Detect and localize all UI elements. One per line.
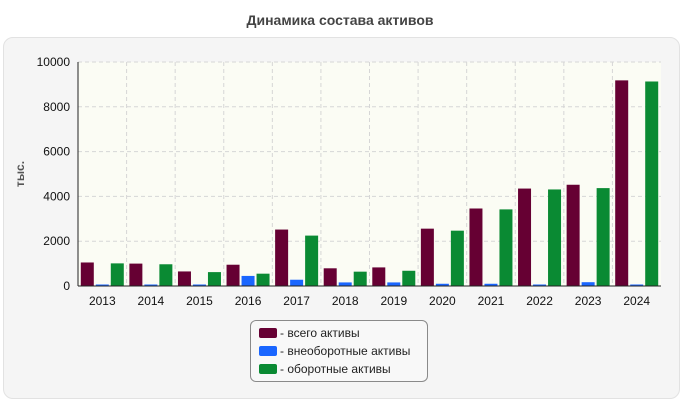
x-tick-label: 2016 [235,294,262,308]
bar-total-2015 [177,271,191,286]
bar-noncurrent-2023 [581,282,595,286]
bar-current-2021 [499,209,513,286]
y-axis-label: тыс. [13,161,27,187]
legend-label-noncurrent: - внеоборотные активы [280,344,411,358]
x-tick-label: 2022 [526,294,553,308]
bar-noncurrent-2016 [241,275,255,286]
chart-title: Динамика состава активов [246,12,434,28]
legend-label-total: - всего активы [280,326,360,340]
bar-noncurrent-2020 [435,283,449,286]
bar-current-2017 [305,235,319,286]
chart-legend: - всего активы - внеоборотные активы - о… [250,320,428,382]
legend-item-total: - всего активы [259,324,419,342]
legend-item-current: - оборотные активы [259,360,419,378]
bar-current-2016 [256,273,270,286]
y-tick-label: 8000 [43,100,70,114]
x-tick-label: 2018 [332,294,359,308]
x-tick-label: 2019 [380,294,407,308]
y-tick-label: 4000 [43,189,70,203]
bar-current-2022 [548,189,562,286]
bar-total-2016 [226,264,240,286]
legend-swatch-current [259,364,277,374]
y-tick-label: 0 [63,279,70,293]
x-tick-label: 2014 [138,294,165,308]
bar-total-2017 [275,229,289,286]
legend-swatch-noncurrent [259,346,277,356]
y-tick-label: 2000 [43,234,70,248]
bar-current-2014 [159,264,173,286]
bar-total-2021 [469,208,483,286]
bar-total-2013 [80,262,94,286]
bar-current-2019 [402,270,416,286]
bar-current-2023 [596,188,610,286]
bar-current-2024 [645,81,659,286]
bar-noncurrent-2024 [630,284,644,286]
bar-noncurrent-2017 [290,279,304,286]
x-tick-label: 2015 [186,294,213,308]
bar-current-2020 [450,230,464,286]
x-tick-label: 2023 [575,294,602,308]
bar-total-2023 [566,184,580,286]
bar-noncurrent-2022 [533,284,547,286]
bar-noncurrent-2018 [338,282,352,286]
bar-current-2018 [353,271,367,286]
bar-total-2018 [323,268,337,286]
bar-noncurrent-2015 [192,284,206,286]
bar-total-2022 [518,188,532,286]
bar-current-2015 [207,272,221,286]
y-tick-label: 6000 [43,145,70,159]
bar-total-2024 [615,80,629,286]
bar-noncurrent-2021 [484,283,498,286]
legend-item-noncurrent: - внеоборотные активы [259,342,419,360]
x-tick-label: 2024 [623,294,650,308]
bar-current-2013 [110,263,124,286]
x-tick-label: 2013 [89,294,116,308]
y-tick-label: 10000 [37,55,71,69]
chart-plot-area: 0 2000 4000 6000 8000 10000 2013 2014 2015 2016 20… [13,55,661,308]
bar-noncurrent-2019 [387,282,401,286]
legend-swatch-total [259,328,277,338]
bar-total-2014 [129,263,143,286]
bar-noncurrent-2013 [95,284,109,286]
bar-total-2020 [420,228,434,286]
legend-label-current: - оборотные активы [280,362,391,376]
x-tick-label: 2020 [429,294,456,308]
bar-total-2019 [372,267,386,286]
bar-noncurrent-2014 [144,284,158,286]
x-tick-label: 2021 [478,294,505,308]
x-tick-label: 2017 [283,294,310,308]
